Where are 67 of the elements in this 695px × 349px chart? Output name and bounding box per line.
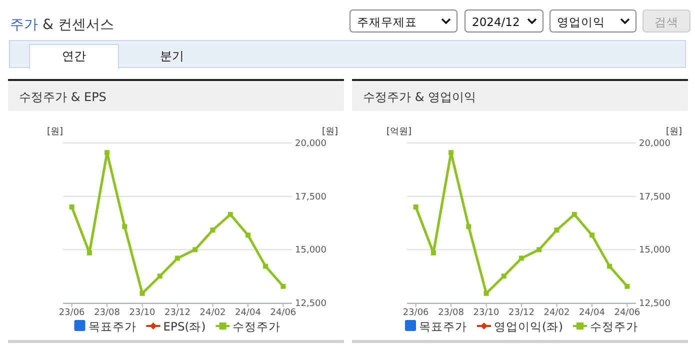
point: [280, 284, 286, 289]
point: [607, 264, 612, 269]
text: 연간: [62, 49, 86, 63]
text: 주가 & 컨센서스: [10, 17, 114, 33]
x-tick-label: 24/02: [200, 308, 226, 318]
point: [157, 274, 162, 279]
point: [228, 212, 233, 217]
y2-tick-label: 12,500: [639, 299, 671, 309]
x-tick-label: 23/08: [438, 308, 464, 318]
point: [501, 274, 506, 279]
x-tick-label: 23/12: [508, 308, 534, 318]
y2-tick-label: 20,000: [295, 139, 327, 149]
point: [263, 264, 268, 269]
point: [69, 204, 74, 210]
y2-tick-label: 17,500: [295, 192, 327, 202]
point: [122, 224, 128, 230]
x-tick-label: 24/02: [544, 308, 570, 318]
x-tick-label: 24/06: [270, 308, 296, 318]
legend-label: 목표주가: [88, 320, 136, 334]
point: [86, 250, 92, 256]
point: [536, 247, 542, 252]
chart-title: 수정주가 & EPS: [19, 90, 106, 104]
point: [466, 224, 472, 230]
y2-axis-title: [원]: [666, 127, 682, 137]
point: [430, 250, 436, 256]
legend-label: 영업이익(좌): [494, 320, 563, 334]
point: [519, 256, 524, 261]
text: 검색: [654, 15, 678, 29]
legend-label: 수정주가: [590, 320, 638, 334]
point: [624, 284, 630, 289]
point: [140, 290, 145, 296]
legend-label: 목표주가: [419, 320, 468, 334]
x-tick-label: 23/08: [94, 308, 120, 318]
text: 주재무제표: [357, 15, 417, 29]
y2-tick-label: 15,000: [295, 246, 327, 256]
y-axis-title: [억원]: [386, 127, 412, 137]
x-tick-label: 23/10: [129, 308, 156, 318]
point: [245, 232, 250, 238]
point: [448, 150, 454, 156]
text: 영업이익: [557, 15, 605, 29]
y2-tick-label: 15,000: [639, 246, 671, 256]
x-tick-label: 24/04: [578, 308, 606, 318]
text: 분기: [160, 49, 184, 63]
x-tick-label: 23/10: [473, 308, 500, 318]
point: [210, 228, 216, 233]
x-tick-label: 23/12: [164, 308, 190, 318]
point: [175, 256, 180, 261]
y-axis-title: [원]: [46, 127, 64, 137]
x-tick-label: 24/04: [234, 308, 262, 318]
chart-title: 수정주가 & 영업이익: [363, 90, 476, 104]
y2-tick-label: 17,500: [639, 192, 671, 202]
x-tick-label: 23/06: [58, 308, 86, 318]
y2-axis-title: [원]: [322, 127, 338, 137]
legend-label: EPS(좌): [163, 320, 206, 334]
y2-tick-label: 20,000: [639, 139, 671, 149]
point: [572, 212, 577, 217]
point: [484, 290, 489, 296]
point: [192, 247, 198, 252]
text: 2024/12: [472, 15, 520, 29]
point: [413, 204, 418, 210]
point: [589, 232, 594, 238]
x-tick-label: 23/06: [402, 308, 430, 318]
legend-label: 수정주가: [232, 320, 281, 334]
point: [104, 150, 110, 156]
x-tick-label: 24/06: [614, 308, 640, 318]
y2-tick-label: 12,500: [295, 299, 327, 309]
point: [554, 228, 560, 233]
